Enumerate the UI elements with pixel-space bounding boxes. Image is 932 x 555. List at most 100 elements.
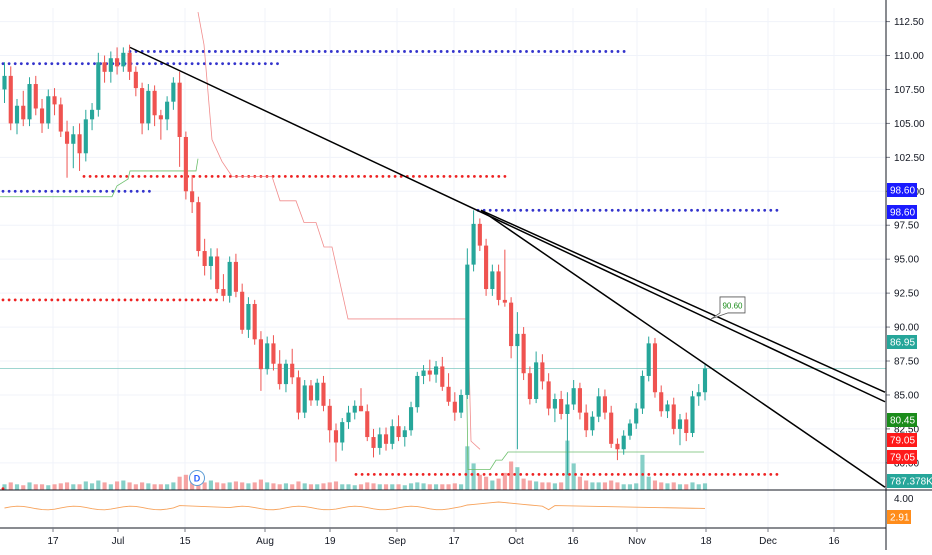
stop-dot	[148, 298, 151, 302]
stop-dot	[320, 174, 324, 178]
volume-bar	[315, 484, 320, 490]
volume-bar	[2, 484, 7, 490]
stop-dot	[302, 174, 305, 178]
stop-dot	[751, 472, 754, 476]
price-tick-label: 110.00	[894, 51, 924, 62]
stop-dot	[363, 174, 366, 178]
time-tick-label: 19	[324, 536, 336, 547]
candle-body	[77, 134, 82, 154]
resistance-dot	[232, 50, 236, 53]
volume-bar	[496, 478, 501, 490]
volume-bar	[96, 480, 101, 490]
volume-bar	[465, 446, 470, 490]
candle-body	[252, 303, 257, 340]
resistance-dot	[317, 50, 321, 53]
candle-body	[190, 191, 195, 203]
volume-bar	[308, 484, 314, 490]
resistance-dot	[525, 50, 528, 53]
trend-lines[interactable]	[129, 46, 886, 488]
resistance-dot	[153, 50, 156, 53]
volume-bar	[659, 482, 664, 490]
resistance-dot	[610, 208, 614, 212]
volume-bar	[371, 483, 376, 490]
volume-bar	[396, 484, 401, 490]
candle-body	[115, 58, 120, 67]
stop-dot	[351, 174, 354, 178]
resistance-dot	[56, 62, 60, 66]
resistance-dot	[293, 50, 297, 53]
volume-bar	[546, 482, 551, 490]
volume-bar	[14, 484, 20, 490]
resistance-dot	[555, 208, 559, 212]
stop-dot	[123, 298, 127, 302]
resistance-dot	[342, 50, 345, 53]
volume-bar	[165, 484, 170, 490]
candle-body	[465, 264, 470, 395]
volume-bar	[702, 483, 708, 490]
resistance-dot	[195, 50, 199, 53]
volume-bar	[121, 480, 126, 490]
stop-dot	[436, 174, 440, 178]
volume-bar	[640, 454, 645, 490]
stop-dot	[635, 472, 638, 476]
candle-body	[484, 245, 489, 290]
stop-dot	[448, 174, 452, 178]
resistance-dot	[763, 208, 767, 212]
candle-body	[433, 366, 439, 375]
volume-bar	[596, 482, 601, 490]
indicator-tag-label: 2.91	[890, 513, 910, 524]
stop-dot	[111, 298, 115, 302]
resistance-dot	[519, 208, 523, 212]
resistance-dot	[360, 50, 364, 53]
volume-bar	[402, 485, 407, 490]
stop-dot	[671, 472, 675, 476]
stop-dot	[466, 174, 470, 178]
volume-bar	[415, 482, 420, 490]
stop-dot	[482, 472, 486, 476]
candle-body	[46, 96, 51, 124]
resistance-dot	[270, 62, 273, 66]
candle-body	[371, 437, 376, 448]
stop-dot	[531, 472, 535, 476]
stop-dot	[574, 472, 577, 476]
resistance-dot	[427, 50, 431, 53]
stop-dot	[385, 472, 388, 476]
stop-dot	[196, 298, 200, 302]
candle-body	[615, 443, 620, 450]
candle-body	[358, 405, 364, 412]
time-axis[interactable]: 17 Jul 15 Aug 19 Sep 17 Oct 16 Nov 18 Dec 16	[0, 527, 886, 547]
stop-dot	[68, 298, 72, 302]
resistance-dot	[287, 50, 290, 53]
candle-body	[646, 343, 651, 376]
stop-dot	[473, 174, 476, 178]
volume-bar	[440, 484, 445, 490]
resistance-dot	[751, 208, 754, 212]
support-dot	[7, 189, 11, 193]
volume-bar	[477, 474, 482, 490]
resistance-dot	[659, 208, 663, 212]
price-tag	[887, 335, 917, 349]
candle-body	[584, 412, 589, 431]
support-dot	[13, 189, 17, 193]
candlesticks	[2, 44, 708, 476]
resistance-dot	[757, 208, 760, 212]
candle-body	[227, 261, 232, 296]
resistance-dot	[141, 62, 145, 66]
stop-dot	[501, 472, 504, 476]
stop-dot	[702, 472, 706, 476]
resistance-dot	[202, 62, 206, 66]
candle-body	[258, 339, 263, 370]
volume-bar	[609, 480, 614, 490]
resistance-dot	[561, 50, 565, 53]
stop-dot	[452, 472, 455, 476]
stop-dot	[488, 472, 492, 476]
stop-dot	[105, 298, 109, 302]
volume-bar	[46, 485, 51, 490]
candle-body	[390, 426, 395, 444]
stop-dot	[525, 472, 529, 476]
stop-dot	[397, 472, 401, 476]
resistance-dot	[305, 50, 309, 53]
support-dot	[105, 189, 109, 193]
candle-body	[265, 343, 270, 370]
